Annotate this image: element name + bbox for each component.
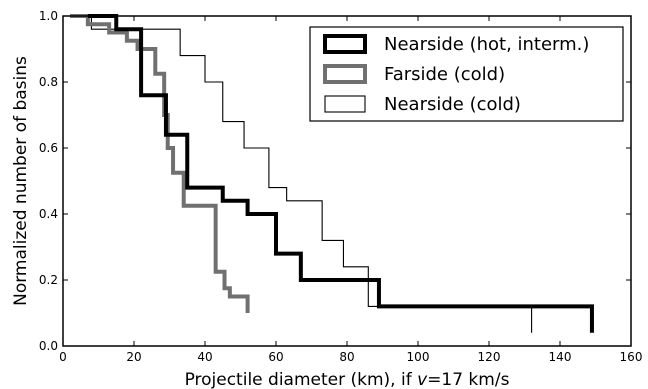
- legend-swatch-3: [324, 95, 366, 113]
- x-tick-label: 120: [478, 350, 501, 364]
- legend: Nearside (hot, interm.) Farside (cold) Nea…: [309, 26, 624, 122]
- series-line-2: [70, 14, 250, 313]
- x-tick-label: 20: [126, 350, 141, 364]
- x-tick-label: 40: [197, 350, 212, 364]
- legend-swatch-2: [323, 64, 367, 84]
- series-line-3: [80, 15, 533, 333]
- x-tick-label: 140: [549, 350, 572, 364]
- x-tick-label: 60: [268, 350, 283, 364]
- x-axis: 0 20 40 60 80 100 120 140 160: [59, 16, 642, 364]
- x-axis-title: Projectile diameter (km), if v=17 km/s: [185, 370, 510, 389]
- x-axis-title-after: =17 km/s: [427, 370, 509, 389]
- x-tick-label: 80: [339, 350, 354, 364]
- legend-label-1: Nearside (hot, interm.): [384, 34, 589, 55]
- legend-box: [309, 26, 624, 122]
- x-tick-label: 160: [620, 350, 643, 364]
- y-tick-label: 0.2: [39, 273, 58, 287]
- y-tick-label: 0.6: [39, 141, 58, 155]
- y-tick-label: 1.0: [39, 9, 58, 23]
- y-tick-label: 0.0: [39, 339, 58, 353]
- y-axis: 0.0 0.2 0.4 0.6 0.8 1.0: [39, 9, 631, 353]
- series-layer: [70, 14, 594, 333]
- x-tick-label: 100: [407, 350, 430, 364]
- x-axis-title-before: Projectile diameter (km), if: [185, 370, 418, 389]
- legend-label-3: Nearside (cold): [384, 94, 521, 115]
- x-tick-label: 0: [59, 350, 67, 364]
- y-tick-label: 0.8: [39, 75, 58, 89]
- legend-label-2: Farside (cold): [384, 64, 505, 85]
- x-axis-title-var: v: [417, 370, 428, 389]
- y-tick-label: 0.4: [39, 207, 58, 221]
- series-line-1: [87, 14, 594, 333]
- y-axis-title: Normalized number of basins: [11, 56, 31, 306]
- legend-swatch-1: [323, 34, 367, 54]
